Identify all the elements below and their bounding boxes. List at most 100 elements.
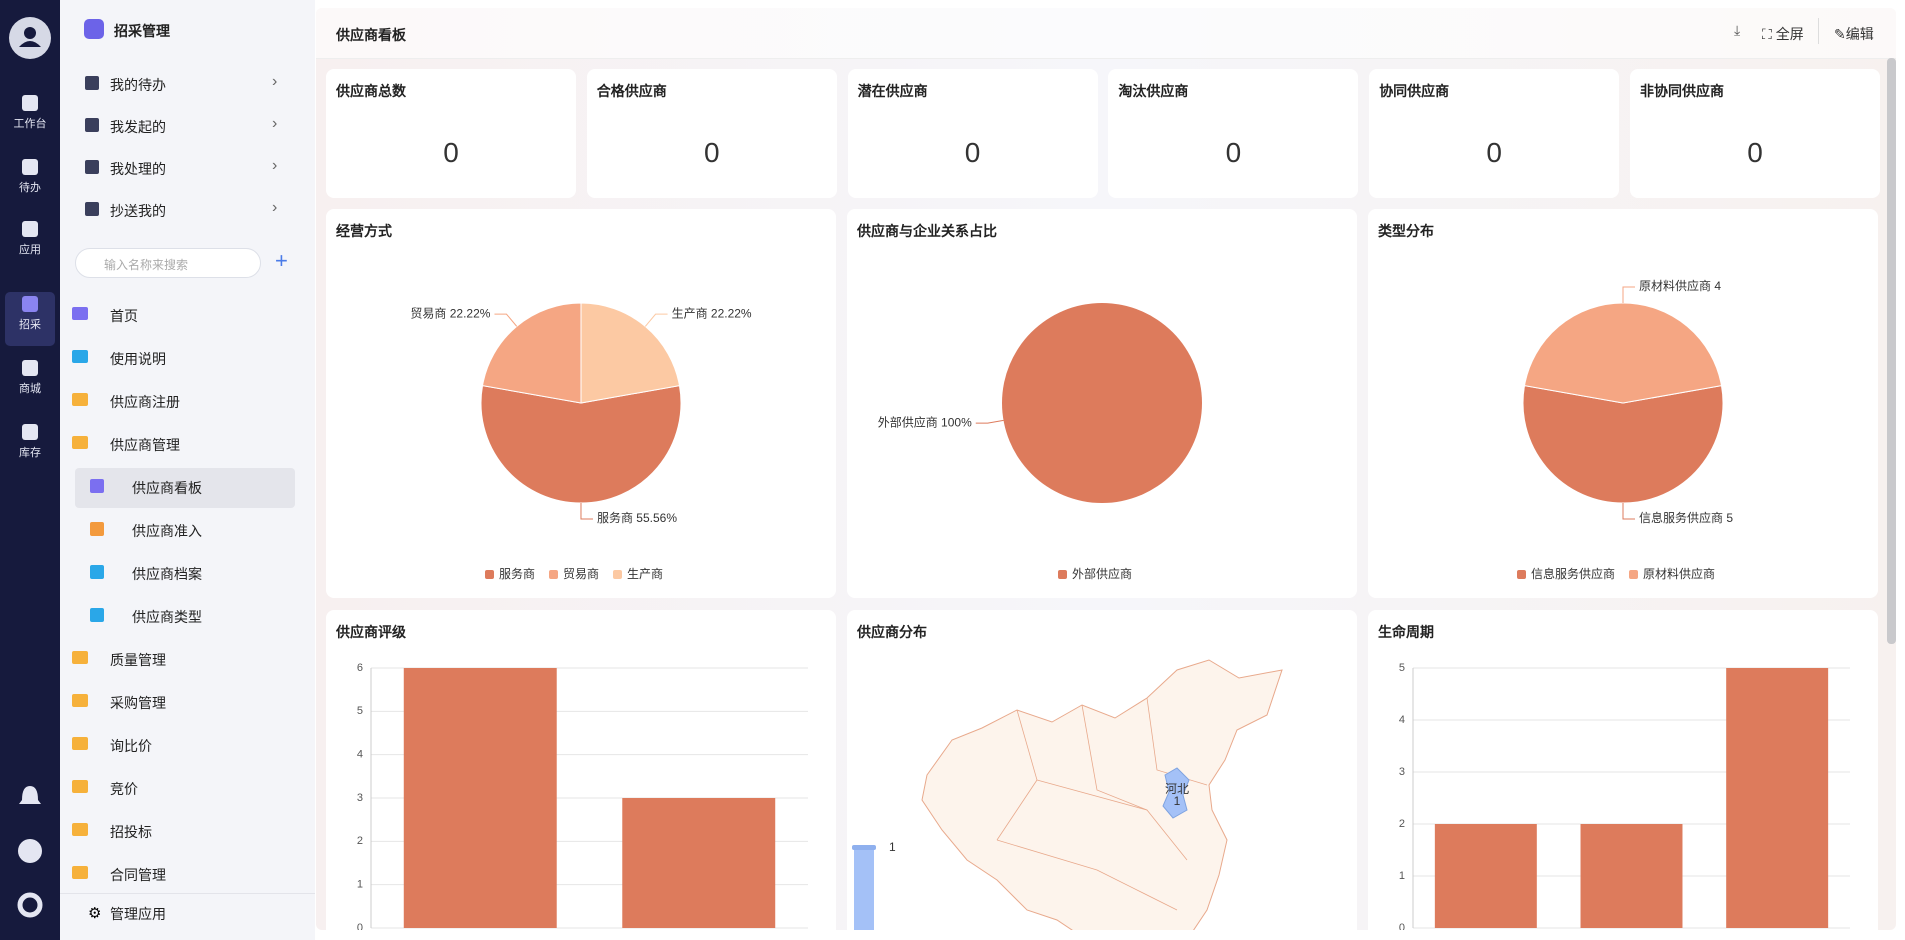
submenu-item[interactable]: 供应商档案 [132,566,202,582]
slice-label: 信息服务供应商 5 [1639,510,1733,525]
menu-icon [72,393,88,406]
gear-icon[interactable]: ⚙ [88,905,102,922]
slice-label: 服务商 55.56% [597,510,677,525]
add-button[interactable]: + [275,248,288,273]
slice-label: 外部供应商 100% [878,414,972,429]
manage-apps[interactable]: 管理应用 [110,906,166,922]
stat-value: 0 [964,137,981,168]
menu-item[interactable]: 竞价 [110,781,138,797]
chart-title: 经营方式 [336,223,392,239]
rail-icon [22,159,38,175]
chart-title: 供应商分布 [857,624,927,640]
rail-icon [22,360,38,376]
divider [60,893,315,894]
stat-card: 合格供应商 0 [586,69,837,198]
submenu-item[interactable]: 供应商看板 [132,480,202,496]
chart-title: 供应商评级 [336,624,406,640]
menu-item[interactable]: 招投标 [110,824,152,840]
y-tick-label: 5 [357,705,363,717]
legend-marker [485,570,494,579]
y-tick-label: 5 [1399,662,1405,674]
bell-icon[interactable] [19,786,41,804]
search-placeholder: 输入名称来搜索 [104,258,189,272]
menu-item[interactable]: 首页 [110,308,138,324]
stat-value: 0 [443,137,459,168]
legend-marker [1629,570,1638,579]
quick-item[interactable]: 我的待办 [110,77,166,93]
legend-marker [549,570,558,579]
menu-icon [72,780,88,793]
submenu-icon [90,522,104,536]
chevron: › [272,73,278,90]
sidebar-title: 招采管理 [114,23,170,39]
leader-line [644,313,668,327]
legend-label: 信息服务供应商 [1531,566,1615,581]
menu-item[interactable]: 供应商注册 [110,394,180,410]
rail-active [5,292,55,346]
submenu-icon [90,479,104,493]
edit-label[interactable]: 编辑 [1845,26,1874,42]
quick-icon [85,76,99,90]
stat-card: 淘汰供应商 0 [1108,69,1359,198]
province-border [1036,779,1188,861]
pie-slice [481,302,582,404]
y-tick-label: 1 [1399,870,1405,882]
y-tick-label: 1 [357,879,363,891]
pie-slice [480,385,682,504]
menu-item[interactable]: 质量管理 [110,652,166,668]
legend-label: 外部供应商 [1072,566,1132,581]
quick-item[interactable]: 我处理的 [110,161,166,177]
fullscreen-button[interactable]: ⛶ 全屏 [1762,26,1804,42]
menu-icon [72,823,88,836]
header-title: 供应商看板 [336,27,406,43]
chevron: › [272,115,278,132]
legend-label: 生产商 [627,566,663,581]
bar [403,668,557,928]
stat-value: 0 [1225,137,1242,168]
chart-card: 类型分布 信息服务供应商 5 原材料供应商 4 信息服务供应商 原材料供应商 [1368,209,1878,598]
pie-slice [1522,385,1724,504]
quick-item[interactable]: 抄送我的 [110,203,166,219]
submenu-icon [90,565,104,579]
fullscreen-label[interactable]: 全屏 [1775,26,1804,42]
region [1162,767,1190,819]
menu-item[interactable]: 询比价 [110,738,152,754]
leader-line [975,419,1004,424]
leader-line [494,313,518,327]
chart: 0 1 2 3 4 5 [1399,662,1850,930]
legend-marker [613,570,622,579]
slice-label: 原材料供应商 4 [1639,278,1721,293]
search-box[interactable]: 输入名称来搜索 [75,248,261,278]
china-outline [921,659,1283,930]
rail-label: 应用 [19,244,41,256]
chart: 0 1 2 3 4 5 6 [357,662,808,930]
menu-icon [72,307,88,320]
stat-value: 0 [704,137,720,168]
bar [1726,668,1829,928]
chevron: › [272,157,278,174]
menu-item[interactable]: 合同管理 [110,867,166,883]
settings-icon[interactable] [17,892,43,918]
rail-icon [22,296,38,312]
legend-label: 原材料供应商 [1643,566,1715,581]
y-tick-label: 4 [357,749,363,761]
app-icon [84,19,104,39]
menu-item[interactable]: 采购管理 [110,695,166,711]
menu-item[interactable]: 使用说明 [110,351,166,367]
quick-item[interactable]: 我发起的 [110,119,166,135]
menu-item[interactable]: 供应商管理 [110,437,180,453]
help-icon[interactable] [18,839,42,863]
legend-label: 贸易商 [563,566,599,581]
download-icon[interactable]: ⤓ [1734,22,1741,38]
stat-card: 供应商总数 0 [326,69,576,198]
scrollbar[interactable] [1887,58,1896,644]
submenu-item[interactable]: 供应商类型 [132,609,202,625]
edit-button[interactable]: ✎编辑 [1834,26,1874,42]
chart-card: 供应商评级 0 1 2 3 4 5 6 [326,610,836,930]
chart-title: 供应商与企业关系占比 [857,223,997,239]
active-item [75,468,295,508]
bar [1434,824,1537,928]
divider [1818,18,1819,44]
submenu-item[interactable]: 供应商准入 [132,523,202,539]
